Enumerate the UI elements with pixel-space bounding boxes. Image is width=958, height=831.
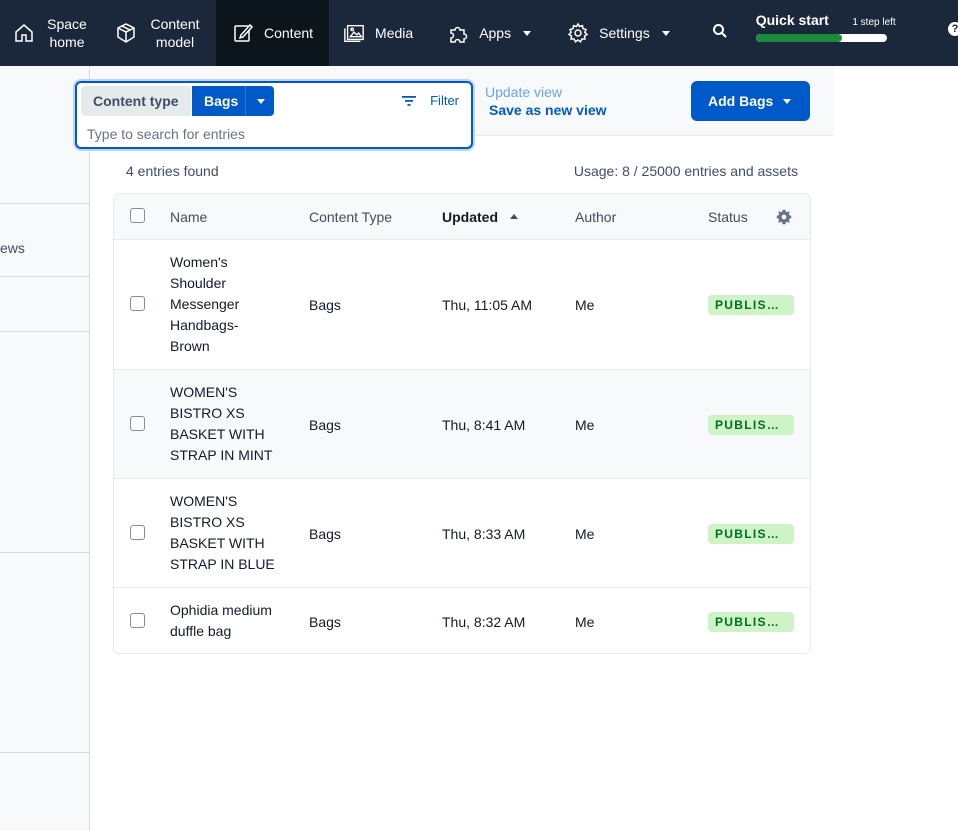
quick-start-title: Quick start — [755, 12, 829, 28]
entry-updated: Thu, 8:32 AM — [442, 614, 526, 630]
filter-label: Filter — [430, 93, 459, 108]
usage-text: Usage: 8 / 25000 entries and assets — [573, 163, 798, 179]
nav-media[interactable]: Media — [329, 0, 427, 66]
help-icon[interactable]: ? — [948, 22, 958, 36]
row-checkbox[interactable] — [130, 296, 145, 311]
image-icon — [343, 22, 365, 44]
status-badge: PUBLIS… — [708, 524, 794, 544]
chevron-down-icon — [783, 98, 792, 104]
content-type-filter-label: Content type — [81, 86, 191, 116]
update-view-link[interactable]: Update view — [485, 84, 563, 100]
nav-media-label: Media — [375, 25, 414, 41]
puzzle-icon — [447, 22, 469, 44]
entries-count: 4 entries found — [126, 163, 219, 179]
quick-start-progress-bar — [755, 34, 887, 42]
gear-icon[interactable] — [776, 209, 792, 230]
quick-start-progress-fill — [755, 34, 843, 42]
views-sidebar: ews — [0, 66, 90, 831]
nav-settings-label: Settings — [599, 25, 650, 41]
chevron-down-icon — [523, 30, 532, 36]
filter-button[interactable]: Filter — [402, 93, 459, 108]
sidebar-item-views[interactable]: ews — [0, 240, 25, 256]
filter-icon — [402, 95, 417, 106]
search-input[interactable] — [87, 126, 457, 142]
header-updated[interactable]: Updated — [442, 209, 518, 225]
header-name[interactable]: Name — [170, 209, 208, 225]
nav-content-model-label: Content model — [150, 16, 200, 50]
sidebar-divider — [0, 752, 89, 753]
entry-author: Me — [575, 297, 595, 313]
table-row[interactable]: WOMEN'S BISTRO XS BASKET WITH STRAP IN M… — [114, 370, 810, 479]
nav-apps[interactable]: Apps — [427, 0, 543, 66]
row-checkbox[interactable] — [130, 525, 145, 540]
entry-name: Women's Shoulder Messenger Handbags- Bro… — [170, 254, 240, 354]
entries-table: Name Content Type Updated Author Status … — [113, 193, 811, 654]
chevron-down-icon — [661, 30, 670, 36]
status-badge: PUBLIS… — [708, 612, 794, 632]
entry-author: Me — [575, 526, 595, 542]
entry-content-type: Bags — [309, 614, 341, 630]
entry-author: Me — [575, 614, 595, 630]
header-status[interactable]: Status — [708, 209, 748, 225]
sidebar-divider — [0, 203, 89, 204]
home-icon — [13, 22, 35, 44]
status-badge: PUBLIS… — [708, 415, 794, 435]
gear-icon — [567, 22, 589, 44]
sort-ascending-icon — [510, 214, 518, 219]
chevron-down-icon[interactable] — [257, 99, 265, 104]
entry-updated: Thu, 11:05 AM — [442, 297, 533, 313]
entry-content-type: Bags — [309, 297, 341, 313]
nav-settings[interactable]: Settings — [543, 0, 682, 66]
nav-apps-label: Apps — [479, 25, 512, 41]
entry-search-box[interactable]: Content type Bags Filter — [75, 81, 473, 149]
sidebar-divider — [0, 331, 89, 332]
table-row[interactable]: Women's Shoulder Messenger Handbags- Bro… — [114, 240, 810, 370]
header-author[interactable]: Author — [575, 209, 617, 225]
pill-separator — [245, 86, 246, 116]
entry-updated: Thu, 8:41 AM — [442, 417, 526, 433]
select-all-checkbox[interactable] — [130, 208, 145, 223]
entry-content-type: Bags — [309, 526, 341, 542]
sidebar-divider — [0, 552, 89, 553]
row-checkbox[interactable] — [130, 416, 145, 431]
quick-start[interactable]: Quick start 1 step left — [755, 0, 896, 66]
nav-content-model[interactable]: Content model — [102, 0, 216, 66]
nav-content[interactable]: Content — [216, 0, 330, 66]
top-navigation: Space home Content model Content Media A… — [0, 0, 958, 66]
table-header: Name Content Type Updated Author Status — [114, 194, 810, 240]
status-badge: PUBLIS… — [708, 295, 794, 315]
table-row[interactable]: WOMEN'S BISTRO XS BASKET WITH STRAP IN B… — [114, 479, 810, 588]
edit-icon — [232, 22, 254, 44]
table-row[interactable]: Ophidia medium duffle bag Bags Thu, 8:32… — [114, 588, 810, 653]
content-type-filter-value[interactable]: Bags — [192, 86, 274, 116]
entry-name: WOMEN'S BISTRO XS BASKET WITH STRAP IN M… — [170, 384, 273, 463]
entry-author: Me — [575, 417, 595, 433]
sidebar-divider — [0, 276, 89, 277]
header-updated-label: Updated — [442, 209, 498, 225]
nav-space-home-label: Space home — [47, 16, 87, 50]
add-entry-button[interactable]: Add Bags — [691, 81, 810, 121]
search-icon — [712, 23, 728, 44]
quick-start-steps: 1 step left — [852, 17, 896, 28]
nav-content-label: Content — [264, 25, 314, 41]
entry-name: WOMEN'S BISTRO XS BASKET WITH STRAP IN B… — [170, 493, 275, 572]
box-icon — [115, 22, 137, 44]
save-as-new-view-link[interactable]: Save as new view — [489, 102, 607, 118]
entry-name: Ophidia medium duffle bag — [170, 602, 272, 639]
header-content-type[interactable]: Content Type — [309, 209, 393, 225]
entry-updated: Thu, 8:33 AM — [442, 526, 526, 542]
add-entry-label: Add Bags — [708, 93, 774, 109]
nav-space-home[interactable]: Space home — [0, 0, 102, 66]
entry-content-type: Bags — [309, 417, 341, 433]
row-checkbox[interactable] — [130, 613, 145, 628]
content-type-value-label: Bags — [204, 93, 239, 109]
nav-search-button[interactable] — [682, 0, 746, 66]
